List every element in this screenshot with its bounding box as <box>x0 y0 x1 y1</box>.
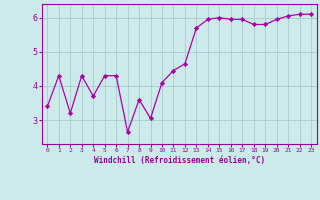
X-axis label: Windchill (Refroidissement éolien,°C): Windchill (Refroidissement éolien,°C) <box>94 156 265 165</box>
